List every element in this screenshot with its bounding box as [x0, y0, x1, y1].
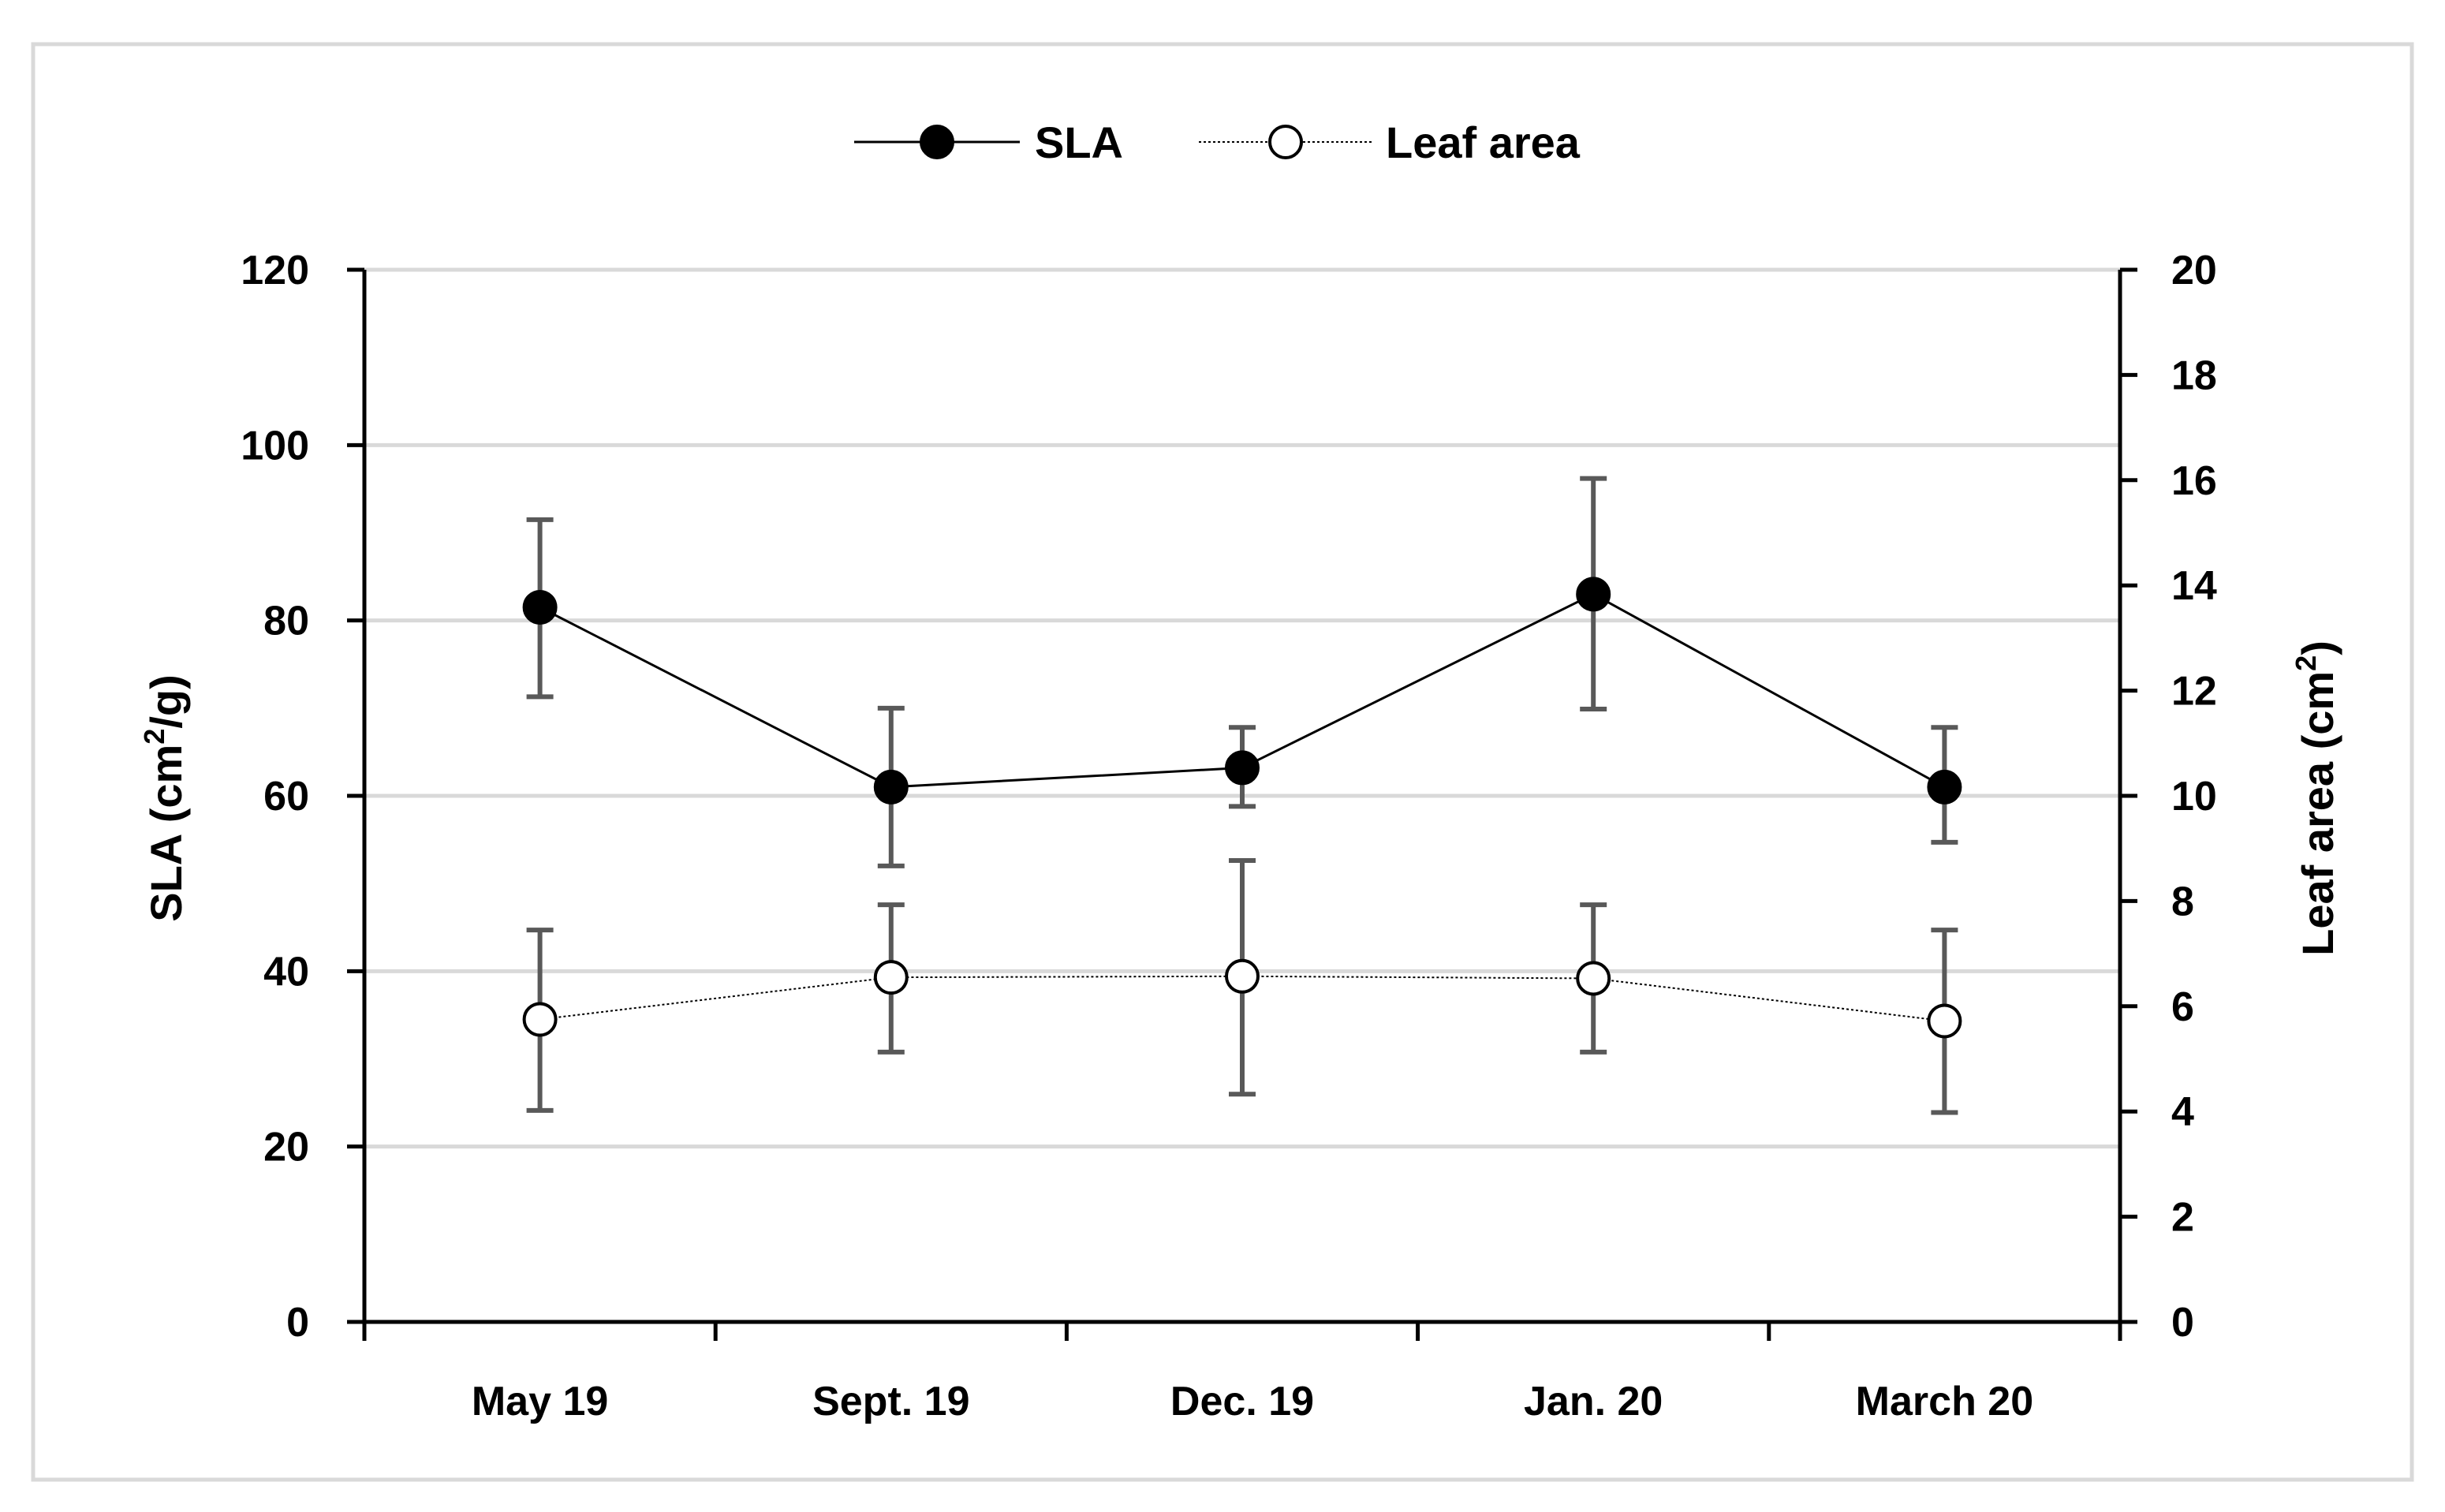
sla-point-1 — [873, 769, 909, 805]
y-right-tick-label-20: 20 — [2171, 248, 2217, 293]
leaf-area-point-1 — [873, 960, 909, 995]
y-right-tick-label-2: 2 — [2171, 1195, 2194, 1241]
sla-point-4 — [1927, 769, 1962, 805]
y-right-tick-label-14: 14 — [2171, 563, 2217, 609]
y-right-tick-label-18: 18 — [2171, 353, 2217, 398]
axes — [347, 267, 2137, 1341]
y-left-tick-label-0: 0 — [286, 1300, 309, 1346]
x-tick-label-4: March 20 — [1856, 1379, 2033, 1424]
legend: SLA Leaf area — [854, 118, 1581, 167]
legend-leaf-label: Leaf area — [1386, 118, 1581, 167]
y-right-tick-label-16: 16 — [2171, 458, 2217, 504]
x-tick-label-2: Dec. 19 — [1170, 1379, 1314, 1424]
y-axis-right-title: Leaf area (cm2) — [2290, 640, 2342, 956]
x-tick-label-1: Sept. 19 — [812, 1379, 969, 1424]
y-left-title-main: SLA (cm — [141, 745, 191, 922]
legend-sla-label: SLA — [1035, 118, 1123, 167]
y-right-tick-label-4: 4 — [2171, 1089, 2194, 1135]
y-left-tick-label-80: 80 — [263, 599, 309, 644]
y-right-tick-label-0: 0 — [2171, 1300, 2194, 1346]
y-right-tick-label-10: 10 — [2171, 774, 2217, 819]
y-left-tick-label-20: 20 — [263, 1125, 309, 1170]
sla-point-2 — [1225, 750, 1260, 786]
y-axis-left-title: SLA (cm2/g) — [138, 674, 191, 922]
leaf-area-point-0 — [522, 1002, 558, 1037]
y-left-title-sup: 2 — [138, 729, 170, 745]
y-right-title-sup: 2 — [2290, 655, 2322, 671]
y-right-tick-label-6: 6 — [2171, 984, 2194, 1030]
x-tick-label-3: Jan. 20 — [1524, 1379, 1663, 1424]
leaf-area-point-4 — [1927, 1003, 1962, 1039]
legend-leaf-marker — [1268, 125, 1303, 159]
y-left-tick-label-60: 60 — [263, 774, 309, 819]
y-right-title-main: Leaf area (cm — [2293, 671, 2342, 956]
y-left-tick-label-100: 100 — [241, 423, 309, 469]
leaf-area-point-3 — [1576, 961, 1611, 996]
y-right-tick-label-12: 12 — [2171, 669, 2217, 715]
y-left-tick-label-40: 40 — [263, 949, 309, 995]
x-tick-label-0: May 19 — [472, 1379, 608, 1424]
y-right-title-tail: ) — [2293, 640, 2342, 655]
tick-labels: 0 20 40 60 80 100 120 0 2 4 6 8 10 12 14 16 18 20 May 19 Se… — [241, 248, 2217, 1424]
legend-sla-marker — [920, 125, 954, 159]
y-left-title-tail: /g) — [141, 674, 191, 728]
sla-point-0 — [522, 589, 558, 625]
y-right-tick-label-8: 8 — [2171, 879, 2194, 924]
leaf-area-line — [539, 975, 1945, 1022]
series-markers — [522, 577, 1962, 1039]
leaf-area-point-2 — [1225, 958, 1260, 994]
sla-point-3 — [1576, 577, 1611, 612]
chart-frame — [31, 42, 2414, 1482]
y-left-tick-label-120: 120 — [241, 248, 309, 293]
